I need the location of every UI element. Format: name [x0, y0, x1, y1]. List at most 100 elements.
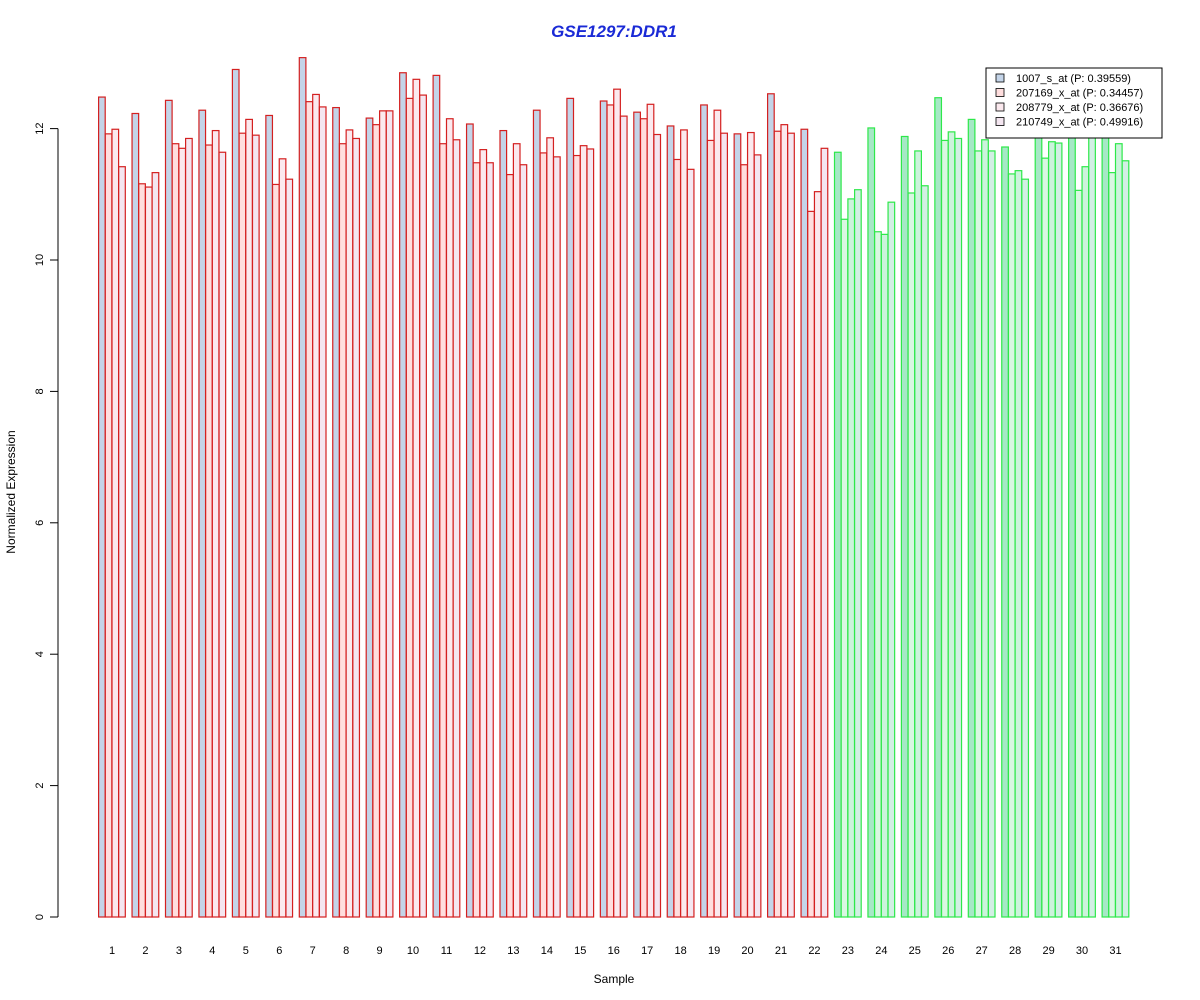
x-tick-label: 27 — [976, 945, 988, 957]
bar — [914, 150, 922, 918]
bar — [900, 135, 909, 918]
x-tick-label: 31 — [1109, 945, 1121, 957]
bar — [1081, 166, 1090, 918]
bar — [205, 144, 213, 918]
bar — [853, 189, 862, 918]
bar — [633, 111, 641, 918]
bar — [405, 97, 414, 918]
y-tick-label: 4 — [34, 651, 46, 657]
bar — [613, 88, 621, 918]
x-tick-label: 20 — [741, 945, 753, 957]
x-tick-label: 10 — [407, 945, 419, 957]
bar — [673, 158, 682, 918]
x-tick-label: 14 — [541, 945, 553, 957]
y-tick-label: 10 — [34, 254, 46, 266]
bar — [1101, 114, 1110, 918]
legend-entry: 210749_x_at (P: 0.49916) — [1016, 117, 1143, 129]
bar — [653, 133, 662, 918]
legend-entry: 207169_x_at (P: 0.34457) — [1016, 88, 1143, 100]
bar — [586, 148, 595, 918]
bar — [285, 178, 294, 918]
bar — [399, 72, 407, 918]
legend: 1007_s_at (P: 0.39559) 207169_x_at (P: 0.… — [985, 67, 1163, 139]
bar — [138, 183, 146, 918]
y-tick-label: 12 — [34, 122, 46, 134]
x-tick-label: 4 — [209, 945, 215, 957]
bar — [874, 231, 882, 918]
bar — [111, 128, 120, 918]
bar — [1074, 189, 1083, 918]
x-tick-labels: 1 2 3 4 5 6 7 8 9 10 11 12 13 14 15 16 17 18 19 20 21 22 23 24 2… — [109, 945, 1122, 957]
bar — [265, 114, 274, 918]
bar — [800, 128, 809, 918]
bar — [104, 133, 113, 918]
bar — [934, 97, 943, 918]
x-tick-label: 30 — [1076, 945, 1088, 957]
bar — [920, 185, 929, 918]
bar — [238, 132, 247, 918]
bar — [118, 166, 126, 918]
x-tick-label: 17 — [641, 945, 653, 957]
y-tick-label: 2 — [34, 783, 46, 789]
bar — [646, 103, 655, 918]
bar — [807, 210, 815, 918]
x-tick-label: 12 — [474, 945, 486, 957]
bar — [512, 143, 521, 918]
x-tick-label: 8 — [343, 945, 349, 957]
bar — [552, 156, 561, 918]
bar — [1068, 114, 1076, 918]
bar — [1014, 170, 1023, 918]
bar — [1041, 157, 1050, 918]
bar — [385, 110, 394, 918]
bar — [907, 192, 916, 918]
bar — [740, 164, 749, 918]
bar — [1007, 173, 1016, 918]
x-tick-label: 1 — [109, 945, 115, 957]
bar — [486, 162, 494, 918]
bar — [171, 143, 180, 918]
bar — [164, 99, 173, 918]
bar — [967, 118, 976, 918]
bar — [974, 150, 983, 918]
bar — [780, 124, 789, 918]
bar — [840, 218, 849, 918]
bar — [940, 139, 949, 918]
bar — [345, 129, 354, 918]
bar — [833, 151, 842, 918]
legend-entry: 1007_s_at (P: 0.39559) — [1016, 73, 1131, 85]
x-tick-label: 23 — [842, 945, 854, 957]
bar — [847, 198, 856, 918]
bar — [1054, 142, 1063, 918]
bar — [753, 154, 762, 918]
bar — [245, 118, 254, 918]
bar — [352, 137, 361, 918]
bar — [1088, 132, 1096, 918]
bar — [680, 129, 688, 918]
bar — [766, 93, 775, 918]
bar — [318, 106, 327, 918]
bar — [720, 132, 728, 918]
bar — [1021, 178, 1030, 918]
x-tick-label: 21 — [775, 945, 787, 957]
x-tick-label: 11 — [441, 945, 452, 957]
bar — [1114, 143, 1123, 918]
legend-swatch — [995, 73, 1005, 83]
x-tick-label: 19 — [708, 945, 720, 957]
bar — [981, 139, 989, 918]
bar — [305, 101, 314, 918]
y-tick-label: 6 — [34, 520, 46, 526]
bar — [332, 106, 340, 918]
bar — [1001, 146, 1009, 918]
bar — [1034, 114, 1043, 918]
bar — [432, 74, 441, 918]
x-tick-label: 2 — [142, 945, 148, 957]
bar — [787, 132, 795, 918]
x-tick-label: 24 — [875, 945, 887, 957]
bar — [178, 147, 187, 918]
y-axis-label: Normalized Expression — [4, 430, 18, 553]
bar — [1108, 172, 1117, 918]
bar — [211, 129, 220, 918]
bar — [546, 137, 555, 918]
bars-group — [97, 57, 1130, 918]
